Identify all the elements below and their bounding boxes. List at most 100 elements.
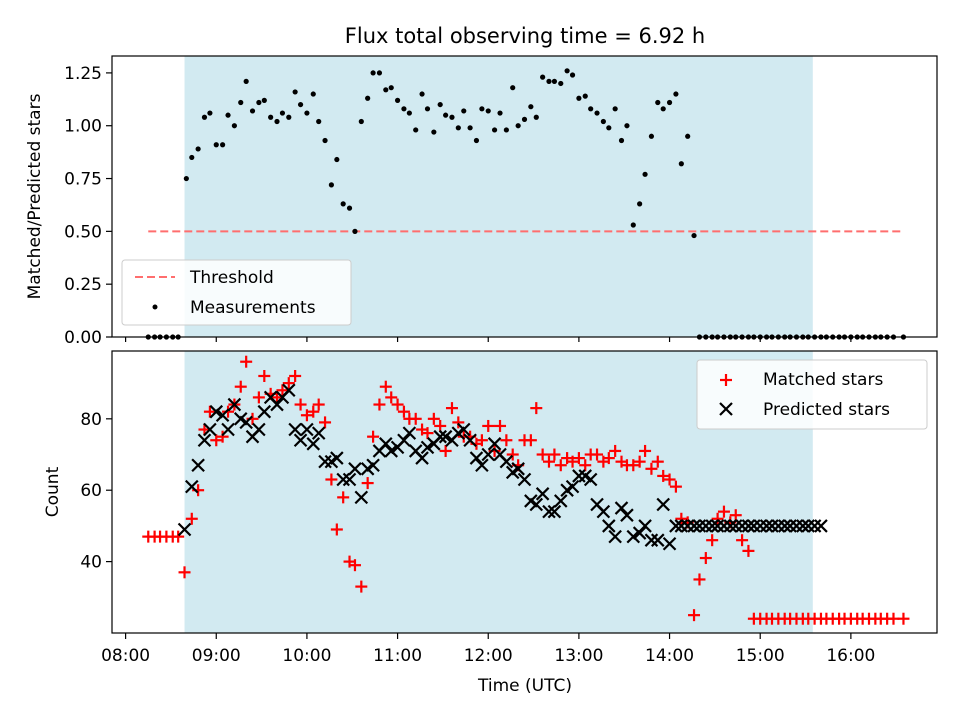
- predicted-star-marker: [801, 519, 816, 533]
- measurement-point: [606, 125, 612, 131]
- predicted-star-marker: [717, 519, 731, 533]
- matched-star-marker: [475, 434, 488, 447]
- measurement-point: [637, 201, 643, 207]
- matched-star-marker: [222, 405, 235, 418]
- predicted-star-marker: [366, 458, 380, 473]
- predicted-star-marker: [608, 529, 622, 544]
- measurement-point: [582, 93, 588, 99]
- matched-star-marker: [319, 416, 332, 429]
- bottom-plot: 40 60 80 08:00 09:00 10:00 11:00 12:00 13:00 14:…: [43, 350, 938, 696]
- measurement-point: [521, 116, 528, 122]
- matched-star-marker: [216, 430, 229, 443]
- bottom-x-tick-label: 16:00: [826, 646, 875, 666]
- predicted-star-marker: [632, 526, 647, 540]
- matched-star-marker: [482, 419, 495, 432]
- measurement-point: [419, 91, 425, 97]
- measurement-point: [394, 97, 401, 103]
- matched-star-marker: [699, 552, 712, 565]
- measurement-point: [461, 108, 467, 114]
- measurement-point: [388, 85, 394, 91]
- measurement-point: [316, 118, 322, 125]
- matched-star-marker: [657, 469, 670, 482]
- predicted-star-marker: [438, 429, 453, 444]
- measurement-point: [497, 110, 503, 116]
- matched-star-marker: [289, 369, 302, 382]
- predicted-star-marker: [311, 426, 326, 440]
- predicted-star-marker: [487, 437, 502, 451]
- predicted-star-marker: [723, 519, 738, 533]
- predicted-star-marker: [735, 519, 749, 533]
- measurement-point: [274, 118, 280, 125]
- predicted-star-marker: [318, 454, 332, 469]
- predicted-star-marker: [699, 519, 713, 533]
- matched-star-marker: [312, 398, 325, 411]
- predicted-star-marker: [656, 497, 670, 512]
- matched-star-marker: [409, 412, 422, 425]
- matched-star-marker: [348, 559, 361, 572]
- measurement-point: [256, 99, 262, 106]
- measurement-point: [346, 205, 353, 211]
- top-axes-frame: [111, 55, 938, 338]
- matched-star-marker: [500, 434, 513, 447]
- predicted-star-marker: [257, 404, 272, 419]
- predicted-star-marker: [463, 433, 477, 448]
- predicted-star-marker: [771, 519, 786, 533]
- matched-star-marker: [434, 419, 447, 432]
- predicted-star-marker: [602, 519, 616, 533]
- matched-star-marker: [361, 477, 374, 490]
- predicted-star-marker: [384, 444, 399, 458]
- predicted-star-marker: [379, 437, 393, 451]
- measurement-point: [551, 78, 558, 84]
- matched-star-marker: [536, 448, 549, 461]
- matched-star-marker: [379, 380, 392, 393]
- bottom-x-tick-label: 13:00: [554, 646, 603, 666]
- measurement-point: [304, 110, 310, 116]
- measurement-point: [365, 95, 371, 101]
- matched-star-marker: [609, 444, 622, 457]
- measurement-point: [261, 97, 267, 103]
- predicted-star-marker: [747, 519, 761, 533]
- predicted-star-marker: [336, 472, 350, 487]
- predicted-star-marker: [469, 451, 484, 465]
- measurement-point: [533, 114, 539, 120]
- measurement-point: [485, 108, 491, 114]
- predicted-star-marker: [209, 404, 224, 419]
- predicted-star-marker: [330, 451, 344, 465]
- measurement-point: [648, 133, 655, 139]
- predicted-star-marker: [227, 397, 242, 412]
- matched-star-marker: [688, 609, 701, 622]
- predicted-star-marker: [644, 533, 659, 547]
- measurement-point: [328, 182, 334, 188]
- matched-star-marker: [729, 509, 742, 522]
- predicted-star-marker: [542, 504, 556, 519]
- bottom-x-tick-label: 12:00: [464, 646, 513, 666]
- matched-star-marker: [210, 434, 223, 447]
- predicted-star-marker: [499, 454, 514, 469]
- predicted-star-marker: [415, 451, 429, 465]
- measurement-point: [322, 137, 328, 144]
- predicted-star-marker: [197, 433, 212, 448]
- predicted-star-marker: [620, 508, 634, 522]
- predicted-star-marker: [456, 422, 471, 437]
- measurement-point: [467, 125, 473, 131]
- legend-predicted-label: Predicted stars: [763, 400, 890, 420]
- bottom-x-tick-label: 10:00: [282, 646, 331, 666]
- matched-star-marker: [706, 534, 719, 547]
- measurement-point: [673, 91, 679, 97]
- measurement-point: [201, 114, 208, 120]
- measurement-point: [220, 142, 226, 148]
- measurement-point: [279, 110, 286, 116]
- matched-star-marker: [300, 409, 313, 422]
- matched-star-marker: [591, 448, 604, 461]
- measurement-point: [455, 125, 461, 131]
- measurement-point: [286, 114, 292, 120]
- measurement-point: [437, 101, 443, 108]
- bottom-x-tick-label: 11:00: [373, 646, 422, 666]
- matched-star-marker: [258, 369, 271, 382]
- bottom-y-ticks: 40 60 80: [80, 410, 112, 573]
- predicted-star-markers: [177, 383, 828, 551]
- predicted-star-marker: [221, 422, 235, 437]
- predicted-star-marker: [215, 408, 230, 423]
- predicted-star-marker: [669, 519, 683, 533]
- measurement-point: [558, 80, 564, 87]
